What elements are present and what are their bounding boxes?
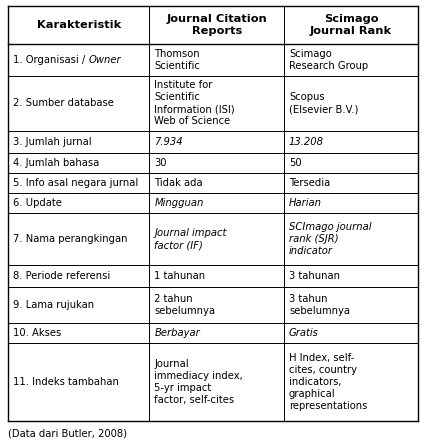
Text: Karakteristik: Karakteristik: [37, 20, 121, 30]
Text: 10. Akses: 10. Akses: [13, 328, 61, 338]
Text: Journal impact
factor (IF): Journal impact factor (IF): [155, 228, 227, 250]
Text: Mingguan: Mingguan: [155, 198, 204, 208]
Text: 30: 30: [155, 158, 167, 168]
Text: 1. Organisasi /: 1. Organisasi /: [13, 55, 88, 65]
Text: (Data dari Butler, 2008): (Data dari Butler, 2008): [8, 428, 127, 438]
Text: 8. Periode referensi: 8. Periode referensi: [13, 271, 110, 281]
Text: 3. Jumlah jurnal: 3. Jumlah jurnal: [13, 137, 92, 147]
Text: 7.934: 7.934: [155, 137, 183, 147]
Text: 3 tahun
sebelumnya: 3 tahun sebelumnya: [289, 294, 350, 316]
Text: H Index, self-
cites, country
indicators,
graphical
representations: H Index, self- cites, country indicators…: [289, 353, 367, 411]
Text: Scimago
Journal Rank: Scimago Journal Rank: [310, 14, 392, 36]
Text: Journal
immediacy index,
5-yr impact
factor, self-cites: Journal immediacy index, 5-yr impact fac…: [155, 359, 243, 405]
Text: 9. Lama rujukan: 9. Lama rujukan: [13, 300, 94, 310]
Text: Scimago
Research Group: Scimago Research Group: [289, 49, 368, 71]
Text: 13.208: 13.208: [289, 137, 324, 147]
Text: Tersedia: Tersedia: [289, 178, 330, 188]
Text: 2 tahun
sebelumnya: 2 tahun sebelumnya: [155, 294, 216, 316]
Text: Berbayar: Berbayar: [155, 328, 200, 338]
Text: 50: 50: [289, 158, 302, 168]
Text: Journal Citation
Reports: Journal Citation Reports: [166, 14, 267, 36]
Text: 7. Nama perangkingan: 7. Nama perangkingan: [13, 234, 127, 244]
Text: Owner: Owner: [88, 55, 121, 65]
Text: Gratis: Gratis: [289, 328, 319, 338]
Text: 2. Sumber database: 2. Sumber database: [13, 98, 114, 109]
Text: Scopus
(Elsevier B.V.): Scopus (Elsevier B.V.): [289, 93, 358, 114]
Text: 11. Indeks tambahan: 11. Indeks tambahan: [13, 377, 119, 387]
Text: 6. Update: 6. Update: [13, 198, 62, 208]
Text: Thomson
Scientific: Thomson Scientific: [155, 49, 200, 71]
Text: Tidak ada: Tidak ada: [155, 178, 203, 188]
Text: 4. Jumlah bahasa: 4. Jumlah bahasa: [13, 158, 99, 168]
Text: Harian: Harian: [289, 198, 322, 208]
Text: SCImago journal
rank (SJR)
indicator: SCImago journal rank (SJR) indicator: [289, 222, 371, 256]
Text: Institute for
Scientific
Information (ISI)
Web of Science: Institute for Scientific Information (IS…: [155, 81, 235, 126]
Text: 5. Info asal negara jurnal: 5. Info asal negara jurnal: [13, 178, 138, 188]
Text: 3 tahunan: 3 tahunan: [289, 271, 340, 281]
Text: 1 tahunan: 1 tahunan: [155, 271, 206, 281]
